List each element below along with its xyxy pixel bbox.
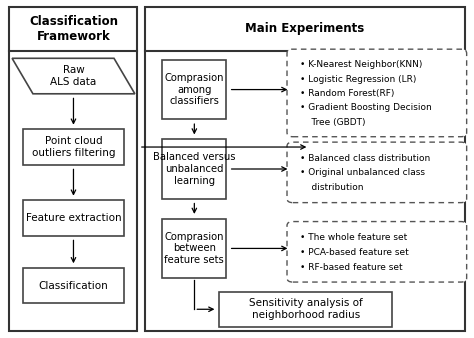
FancyBboxPatch shape [145, 7, 465, 51]
Text: • K-Nearest Neighbor(KNN): • K-Nearest Neighbor(KNN) [301, 60, 423, 69]
FancyBboxPatch shape [162, 219, 226, 278]
FancyBboxPatch shape [9, 7, 137, 51]
FancyBboxPatch shape [162, 140, 226, 199]
Text: • RF-based feature set: • RF-based feature set [301, 263, 403, 272]
Text: Feature extraction: Feature extraction [26, 213, 121, 223]
Text: • Random Forest(RF): • Random Forest(RF) [301, 89, 395, 98]
FancyBboxPatch shape [287, 222, 466, 282]
Text: Raw
ALS data: Raw ALS data [50, 65, 97, 87]
Text: Classification
Framework: Classification Framework [29, 15, 118, 43]
FancyBboxPatch shape [219, 291, 392, 327]
Text: Comprasion
among
classifiers: Comprasion among classifiers [164, 73, 224, 106]
Text: • Original unbalanced class: • Original unbalanced class [301, 168, 425, 177]
Text: • Logistic Regression (LR): • Logistic Regression (LR) [301, 75, 417, 83]
Text: Sensitivity analysis of
neighborhood radius: Sensitivity analysis of neighborhood rad… [249, 298, 363, 320]
FancyBboxPatch shape [162, 60, 226, 119]
Text: Balanced versus
unbalanced
learning: Balanced versus unbalanced learning [153, 152, 236, 186]
Text: • The whole feature set: • The whole feature set [301, 233, 408, 242]
Text: Main Experiments: Main Experiments [245, 22, 364, 35]
Polygon shape [12, 58, 135, 94]
FancyBboxPatch shape [23, 200, 124, 236]
FancyBboxPatch shape [145, 7, 465, 331]
Text: Classification: Classification [38, 281, 109, 291]
Text: • Gradient Boosting Decision: • Gradient Boosting Decision [301, 103, 432, 112]
FancyBboxPatch shape [287, 142, 466, 203]
FancyBboxPatch shape [23, 129, 124, 165]
FancyBboxPatch shape [9, 7, 137, 331]
FancyBboxPatch shape [287, 49, 466, 137]
FancyBboxPatch shape [23, 268, 124, 304]
Text: Tree (GBDT): Tree (GBDT) [301, 118, 366, 127]
Text: Comprasion
between
feature sets: Comprasion between feature sets [164, 232, 224, 265]
Text: Point cloud
outliers filtering: Point cloud outliers filtering [32, 136, 115, 158]
Text: distribution: distribution [301, 183, 364, 192]
Text: • Balanced class distribution: • Balanced class distribution [301, 153, 430, 163]
Text: • PCA-based feature set: • PCA-based feature set [301, 248, 409, 257]
